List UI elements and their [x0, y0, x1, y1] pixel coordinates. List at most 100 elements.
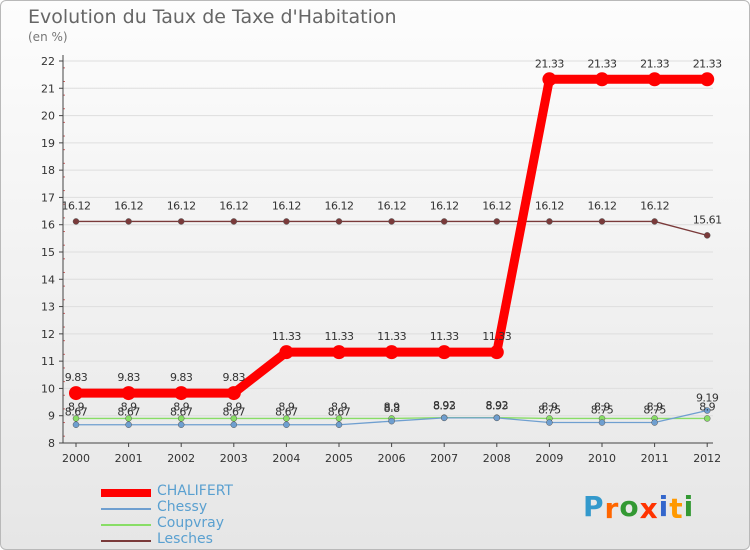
data-point [335, 421, 343, 428]
legend-label: Coupvray [157, 515, 225, 531]
y-tick-label: 18 [41, 164, 55, 177]
data-point [335, 218, 343, 225]
chart-subtitle: (en %) [28, 30, 68, 44]
y-tick-label: 8 [48, 437, 55, 450]
series-lesches [72, 218, 711, 239]
x-tick-label: 2009 [535, 452, 563, 465]
data-point [437, 345, 452, 360]
data-label: 8.67 [223, 406, 246, 419]
data-label: 8.92 [486, 399, 509, 412]
x-tick-label: 2002 [167, 452, 195, 465]
data-point [174, 386, 189, 401]
data-label: 8.9 [594, 400, 610, 413]
y-tick-label: 10 [41, 382, 55, 395]
data-label: 8.9 [384, 400, 400, 413]
data-label: 16.12 [482, 199, 511, 212]
data-point [598, 419, 606, 426]
y-tick-label: 22 [41, 55, 55, 68]
data-label: 8.67 [275, 406, 298, 419]
y-tick-label: 13 [41, 301, 55, 314]
data-label: 8.67 [170, 406, 193, 419]
data-point [226, 386, 241, 401]
legend-label: Lesches [157, 531, 213, 547]
data-point [69, 386, 83, 401]
data-point [703, 415, 711, 422]
x-tick-label: 2001 [115, 452, 143, 465]
data-label: 8.75 [591, 404, 614, 417]
data-label: 8.9 [173, 400, 189, 413]
data-label: 8.75 [643, 404, 666, 417]
data-label: 16.12 [588, 199, 617, 212]
data-point [546, 218, 553, 225]
data-point [335, 415, 343, 422]
data-point [493, 414, 501, 422]
x-tick-label: 2003 [220, 452, 248, 465]
data-label: 8.67 [117, 406, 140, 419]
data-point [283, 421, 290, 428]
data-point [651, 419, 658, 426]
series-chalifert [69, 72, 715, 401]
data-label: 21.33 [640, 57, 669, 70]
data-label: 8.8 [384, 402, 400, 415]
data-label: 9.19 [696, 392, 719, 405]
series-chessy [72, 407, 711, 428]
data-label: 8.9 [226, 400, 242, 413]
data-point [332, 345, 346, 360]
data-label: 16.12 [640, 199, 669, 212]
data-label: 9.83 [65, 371, 88, 384]
data-label: 8.9 [68, 400, 84, 413]
legend-swatch [101, 540, 151, 542]
data-label: 11.33 [377, 330, 406, 343]
data-point [542, 72, 557, 87]
data-point [230, 421, 238, 428]
data-point [125, 218, 132, 225]
logo-letter: o [619, 490, 640, 523]
data-point [388, 417, 395, 425]
data-point [384, 345, 399, 360]
data-point [177, 421, 185, 428]
y-tick-label: 9 [48, 410, 55, 423]
logo-letter: x [639, 492, 659, 525]
logo-letter: t [669, 492, 684, 525]
data-point [283, 218, 290, 225]
data-point [125, 415, 132, 422]
data-label: 8.93 [433, 400, 456, 413]
data-point [489, 345, 504, 360]
data-point [72, 415, 80, 422]
logo-letter: P [583, 490, 605, 523]
data-label: 16.12 [219, 199, 248, 212]
chart-title: Evolution du Taux de Taxe d'Habitation [28, 6, 397, 28]
data-label: 16.12 [272, 199, 301, 212]
data-point [230, 415, 238, 422]
data-point [651, 218, 658, 225]
data-point [703, 407, 711, 414]
data-label: 8.93 [486, 400, 509, 413]
data-point [440, 218, 448, 225]
data-point [388, 218, 395, 225]
y-tick-label: 12 [41, 328, 55, 341]
y-tick-label: 20 [41, 110, 55, 123]
y-tick-label: 16 [41, 219, 55, 232]
y-tick-label: 21 [41, 82, 55, 95]
data-label: 8.9 [699, 400, 715, 413]
data-label: 8.75 [538, 404, 561, 417]
x-tick-label: 2010 [588, 452, 616, 465]
data-label: 11.33 [272, 330, 301, 343]
data-label: 16.12 [377, 199, 406, 212]
data-point [177, 415, 185, 422]
data-label: 21.33 [588, 57, 617, 70]
data-label: 9.83 [223, 371, 246, 384]
data-point [72, 218, 80, 225]
data-point [72, 421, 80, 428]
data-point [595, 72, 609, 87]
data-point [125, 421, 132, 428]
data-label: 8.9 [541, 400, 557, 413]
data-label: 11.33 [482, 330, 511, 343]
data-label: 16.12 [62, 199, 91, 212]
proxiti-logo: Proxiti [583, 490, 694, 525]
logo-letter: i [658, 490, 670, 523]
data-point [283, 415, 290, 422]
x-tick-label: 2006 [378, 452, 406, 465]
